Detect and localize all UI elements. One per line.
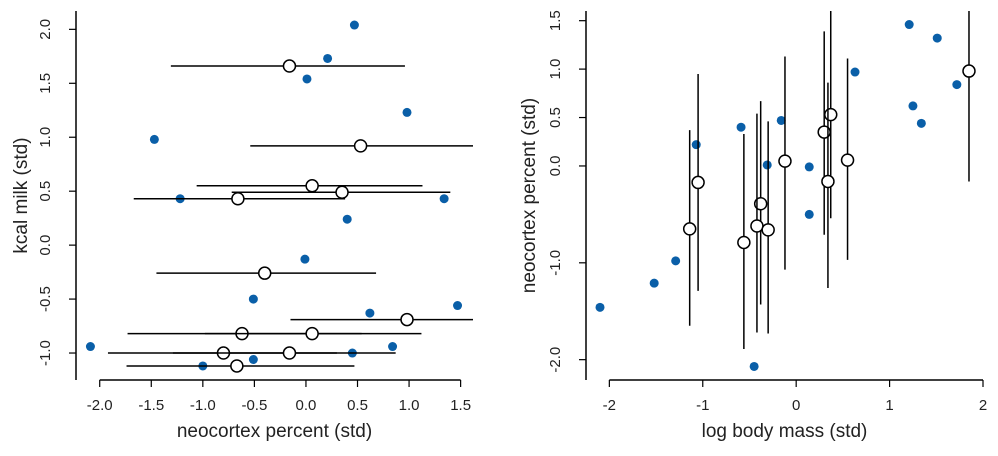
x-axis-label: log body mass (std) [702,421,868,442]
y-tick-label: 1.0 [37,127,54,148]
imputed-point [400,312,414,327]
observed-point [804,162,814,172]
observed-point [439,194,449,204]
y-tick-label: 0.5 [547,107,564,128]
imputed-point [305,179,319,193]
observed-point [749,361,759,371]
observed-point [762,160,772,170]
x-tick-label: -1.5 [138,397,164,414]
y-axis-label: kcal milk (std) [11,137,32,253]
observed-point [302,74,312,84]
imputed-point [305,326,319,341]
x-tick-label: -0.5 [241,397,267,414]
x-tick-label: 1.5 [450,397,471,414]
y-tick-label: -1.0 [547,250,564,276]
observed-point [85,342,95,352]
y-tick-label: -0.5 [37,286,54,312]
observed-point [908,101,918,111]
imputed-point [823,107,838,122]
observed-point [248,294,258,304]
imputed-point [231,191,245,206]
x-tick-label: 1.0 [399,397,420,414]
imputed-point [737,235,751,250]
observed-point [300,254,310,264]
observed-point [671,256,681,266]
imputed-point [682,222,697,236]
imputed-point [750,219,764,233]
x-tick-label: 1 [885,397,893,414]
observed-point [149,134,159,144]
observed-point [649,278,659,288]
imputed-point [282,346,297,360]
imputed-point [230,359,244,373]
imputed-point [353,139,368,153]
observed-point [952,80,962,90]
imputed-point [691,175,705,190]
imputed-point [840,153,855,167]
imputed-point [821,174,835,189]
y-tick-label: 1.5 [547,10,564,31]
observed-point [323,53,333,63]
imputed-point [778,154,792,168]
observed-point [904,20,914,30]
imputed-point [761,223,775,237]
imputed-point [962,64,976,78]
x-tick-label: -1 [696,397,709,414]
x-tick-label: -1.0 [190,397,216,414]
imputed-point [257,266,272,280]
observed-point [349,20,359,30]
y-tick-label: 1.5 [37,73,54,94]
observed-point [850,67,860,77]
x-tick-label: -2 [603,397,616,414]
y-tick-label: -2.0 [547,347,564,373]
observed-point [736,122,746,132]
imputed-point [335,185,349,200]
y-tick-label: 2.0 [37,19,54,40]
observed-point [916,118,926,128]
y-tick-label: 0.5 [37,181,54,202]
x-axis-label: neocortex percent (std) [177,421,372,442]
observed-point [804,209,814,219]
observed-point [388,342,398,352]
y-tick-label: -1.0 [37,340,54,366]
observed-point [453,301,463,311]
y-tick-label: 0.0 [37,235,54,256]
y-axis-label: neocortex percent (std) [519,98,540,293]
observed-point [365,308,375,318]
x-tick-label: 0 [792,397,800,414]
x-tick-label: 0.5 [347,397,368,414]
observed-point [932,33,942,43]
left-panel-kcal-vs-neocortex: -2.0 -1.5 -1.0 -0.5 0.0 0.5 1.0 1.5 -1.0 -0.5 0.0 0… [11,11,473,442]
observed-point [342,214,352,224]
imputed-point [282,59,297,73]
observed-point [776,115,786,125]
y-tick-label: 0.0 [547,156,564,177]
x-tick-label: 2 [979,397,987,414]
observed-point [402,107,412,117]
x-tick-label: 0.0 [296,397,317,414]
right-panel-neocortex-vs-body-mass: -2 -1 0 1 2 -2.0 -1.0 0.0 0.5 1.0 1.5 log body mass… [519,10,987,442]
x-tick-label: -2.0 [87,397,113,414]
observed-point [595,302,605,312]
y-tick-label: 1.0 [547,59,564,80]
observed-point [691,140,701,150]
observed-point [248,355,258,364]
